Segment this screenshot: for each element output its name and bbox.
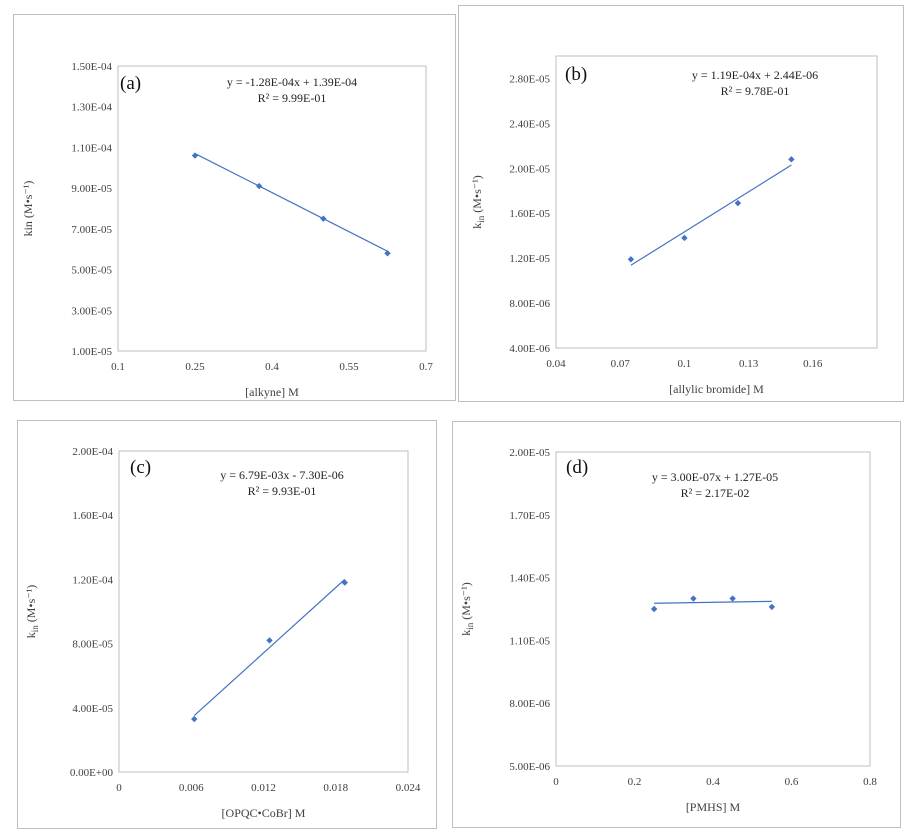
y-tick-label-a: 1.30E-04 bbox=[71, 102, 112, 114]
panel-label-d: (d) bbox=[566, 457, 588, 478]
x-tick-label-d: 0.6 bbox=[785, 776, 799, 788]
y-tick-label-c: 0.00E+00 bbox=[70, 767, 114, 779]
x-tick-label-b: 0.07 bbox=[611, 358, 631, 370]
y-tick-label-a: 7.00E-05 bbox=[71, 224, 112, 236]
chart-c-svg: 0.00E+00 4.00E-05 8.00E-05 1.20E-04 1.60E-04… bbox=[24, 446, 421, 820]
data-point-c bbox=[266, 637, 273, 644]
y-tick-label-c: 1.60E-04 bbox=[72, 510, 113, 522]
chart-panel-a: 1.00E-05 3.00E-05 5.00E-05 7.00E-05 9.00E-05… bbox=[13, 14, 456, 401]
data-point-c bbox=[191, 715, 198, 723]
y-tick-label-a: 1.50E-04 bbox=[71, 61, 112, 73]
trendline-b bbox=[630, 164, 792, 266]
x-tick-label-a: 0.1 bbox=[111, 361, 125, 373]
trendline-d bbox=[654, 600, 772, 604]
panel-label-b: (b) bbox=[565, 64, 587, 85]
y-tick-label-b: 4.00E-06 bbox=[509, 343, 550, 355]
x-tick-label-b: 0.1 bbox=[678, 358, 692, 370]
r-squared-b: R² = 9.78E-01 bbox=[721, 84, 790, 98]
x-tick-label-b: 0.13 bbox=[739, 358, 759, 370]
y-tick-label-a: 5.00E-05 bbox=[71, 265, 112, 277]
data-point-d bbox=[650, 605, 658, 613]
x-axis-label-d: [PMHS] M bbox=[686, 800, 741, 814]
x-tick-label-a: 0.7 bbox=[419, 361, 433, 373]
x-tick-label-c: 0.024 bbox=[396, 782, 421, 794]
y-tick-label-b: 8.00E-06 bbox=[509, 298, 550, 310]
data-point-d bbox=[729, 595, 736, 602]
x-tick-label-c: 0.006 bbox=[179, 782, 204, 794]
data-point-b bbox=[788, 156, 795, 163]
r-squared-a: R² = 9.99E-01 bbox=[258, 91, 327, 105]
y-tick-label-c: 8.00E-05 bbox=[72, 639, 113, 651]
x-tick-label-d: 0.2 bbox=[628, 776, 642, 788]
chart-b-svg: 4.00E-06 8.00E-06 1.20E-05 1.60E-05 2.00E-05… bbox=[470, 55, 878, 396]
y-axis-label-c: kin (M•s⁻¹) bbox=[24, 585, 40, 638]
chart-a-svg: 1.00E-05 3.00E-05 5.00E-05 7.00E-05 9.00E-05… bbox=[21, 61, 433, 399]
x-tick-label-c: 0.018 bbox=[323, 782, 348, 794]
trendline-c bbox=[193, 578, 346, 717]
y-tick-label-c: 2.00E-04 bbox=[72, 446, 113, 458]
plot-area-b bbox=[555, 55, 878, 349]
x-tick-label-b: 0.16 bbox=[803, 358, 823, 370]
chart-d-svg: 5.00E-06 8.00E-06 1.10E-05 1.40E-05 1.70E-05… bbox=[459, 447, 877, 814]
x-axis-label-c: [OPQC•CoBr] M bbox=[222, 806, 306, 820]
r-squared-c: R² = 9.93E-01 bbox=[248, 484, 317, 498]
data-point-c bbox=[341, 579, 348, 586]
plot-area-a bbox=[117, 65, 427, 352]
y-tick-label-c: 4.00E-05 bbox=[72, 703, 113, 715]
trend-equation-b: y = 1.19E-04x + 2.44E-06 bbox=[692, 68, 818, 82]
y-axis-label-a: kin (M•s⁻¹) bbox=[21, 181, 35, 237]
panel-label-a: (a) bbox=[120, 73, 141, 94]
x-axis-label-b: [allylic bromide] M bbox=[669, 382, 764, 396]
r-squared-d: R² = 2.17E-02 bbox=[681, 486, 750, 500]
plot-area-c bbox=[118, 450, 409, 773]
data-point-d bbox=[690, 595, 697, 602]
y-tick-label-a: 3.00E-05 bbox=[71, 305, 112, 317]
x-tick-label-b: 0.04 bbox=[546, 358, 566, 370]
y-axis-label-d: kin (M•s⁻¹) bbox=[459, 582, 475, 635]
data-point-b bbox=[627, 256, 635, 263]
panel-label-c: (c) bbox=[130, 457, 151, 478]
trend-equation-c: y = 6.79E-03x - 7.30E-06 bbox=[220, 468, 343, 482]
y-tick-label-d: 8.00E-06 bbox=[509, 698, 550, 710]
data-point-b bbox=[681, 234, 688, 242]
y-tick-label-c: 1.20E-04 bbox=[72, 574, 113, 586]
data-point-a bbox=[191, 152, 199, 159]
data-point-a bbox=[255, 182, 263, 190]
plot-area-d bbox=[555, 451, 871, 767]
x-tick-label-c: 0 bbox=[116, 782, 122, 794]
trend-equation-a: y = -1.28E-04x + 1.39E-04 bbox=[227, 75, 357, 89]
data-point-d bbox=[768, 603, 776, 611]
data-point-b bbox=[734, 199, 742, 207]
x-tick-label-d: 0 bbox=[553, 776, 559, 788]
y-tick-label-b: 2.40E-05 bbox=[509, 118, 550, 130]
y-tick-label-b: 1.20E-05 bbox=[509, 253, 550, 265]
trendline-a bbox=[194, 153, 388, 252]
y-tick-label-a: 1.10E-04 bbox=[71, 142, 112, 154]
x-tick-label-a: 0.55 bbox=[339, 361, 359, 373]
chart-panel-b: 4.00E-06 8.00E-06 1.20E-05 1.60E-05 2.00E-05… bbox=[458, 5, 904, 402]
y-tick-label-b: 2.80E-05 bbox=[509, 73, 550, 85]
x-axis-label-a: [alkyne] M bbox=[245, 385, 299, 399]
y-tick-label-d: 2.00E-05 bbox=[509, 447, 550, 459]
data-point-a bbox=[320, 215, 327, 222]
y-tick-label-d: 1.70E-05 bbox=[509, 510, 550, 522]
y-tick-label-d: 5.00E-06 bbox=[509, 761, 550, 773]
x-tick-label-a: 0.25 bbox=[185, 361, 205, 373]
chart-panel-d: 5.00E-06 8.00E-06 1.10E-05 1.40E-05 1.70E-05… bbox=[452, 421, 901, 828]
x-tick-label-d: 0.4 bbox=[706, 776, 720, 788]
y-tick-label-a: 1.00E-05 bbox=[71, 346, 112, 358]
y-tick-label-a: 9.00E-05 bbox=[71, 183, 112, 195]
trend-equation-d: y = 3.00E-07x + 1.27E-05 bbox=[652, 470, 778, 484]
data-point-a bbox=[384, 250, 391, 257]
x-tick-label-a: 0.4 bbox=[265, 361, 279, 373]
y-tick-label-d: 1.40E-05 bbox=[509, 573, 550, 585]
chart-panel-c: 0.00E+00 4.00E-05 8.00E-05 1.20E-04 1.60E-04… bbox=[17, 420, 437, 829]
x-tick-label-c: 0.012 bbox=[251, 782, 276, 794]
x-tick-label-d: 0.8 bbox=[863, 776, 877, 788]
y-tick-label-b: 1.60E-05 bbox=[509, 208, 550, 220]
y-tick-label-b: 2.00E-05 bbox=[509, 163, 550, 175]
y-axis-label-b: kin (M•s⁻¹) bbox=[470, 175, 486, 228]
y-tick-label-d: 1.10E-05 bbox=[509, 635, 550, 647]
